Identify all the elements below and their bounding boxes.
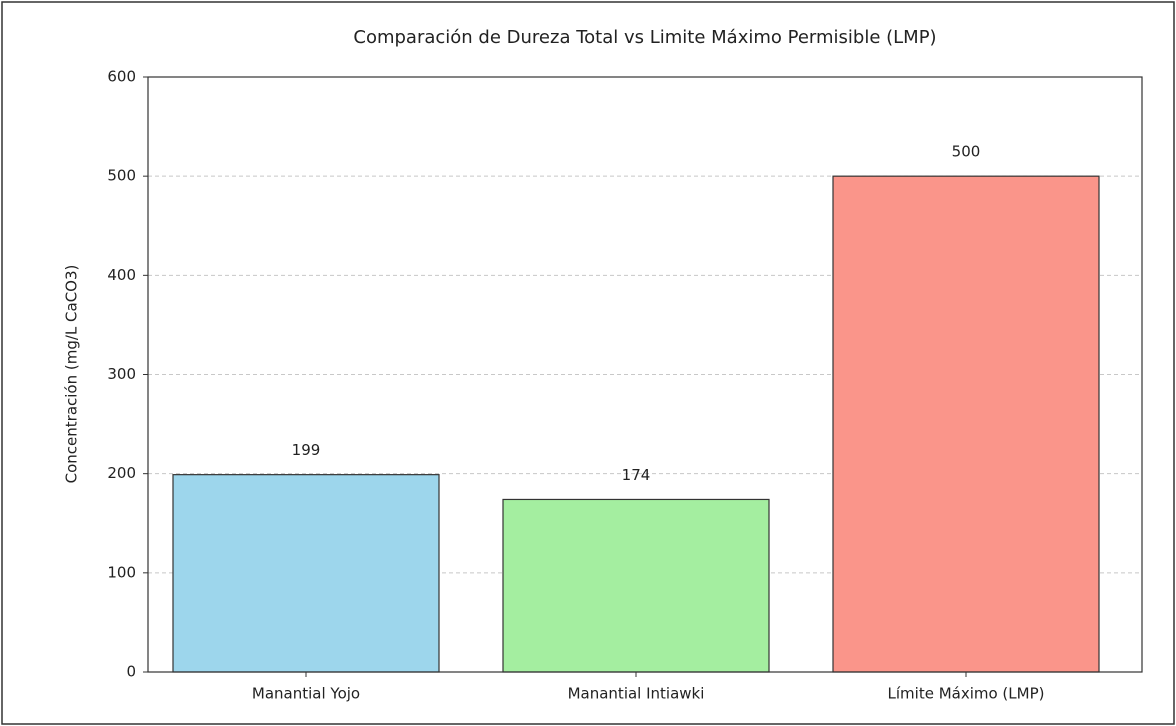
- bar: [172, 474, 440, 673]
- bar: [502, 498, 770, 673]
- data-label: 174: [622, 466, 651, 484]
- y-axis-label: Concentración (mg/L CaCO3): [63, 265, 81, 484]
- y-tick-label: 600: [107, 68, 136, 86]
- x-tick-label: Manantial Yojo: [252, 685, 360, 703]
- data-label: 500: [952, 143, 981, 161]
- axes-frame: [147, 76, 1143, 673]
- y-tick-label: 0: [126, 663, 136, 681]
- data-label: 199: [292, 441, 321, 459]
- y-tick-label: 300: [107, 365, 136, 383]
- x-tick-label: Manantial Intiawki: [568, 685, 705, 703]
- x-tick-label: Límite Máximo (LMP): [888, 685, 1045, 703]
- bar: [832, 175, 1100, 673]
- y-tick-label: 400: [107, 266, 136, 284]
- y-tick-label: 100: [107, 563, 136, 581]
- chart-title: Comparación de Dureza Total vs Limite Má…: [353, 27, 936, 48]
- y-tick-label: 200: [107, 464, 136, 482]
- y-tick-label: 500: [107, 167, 136, 185]
